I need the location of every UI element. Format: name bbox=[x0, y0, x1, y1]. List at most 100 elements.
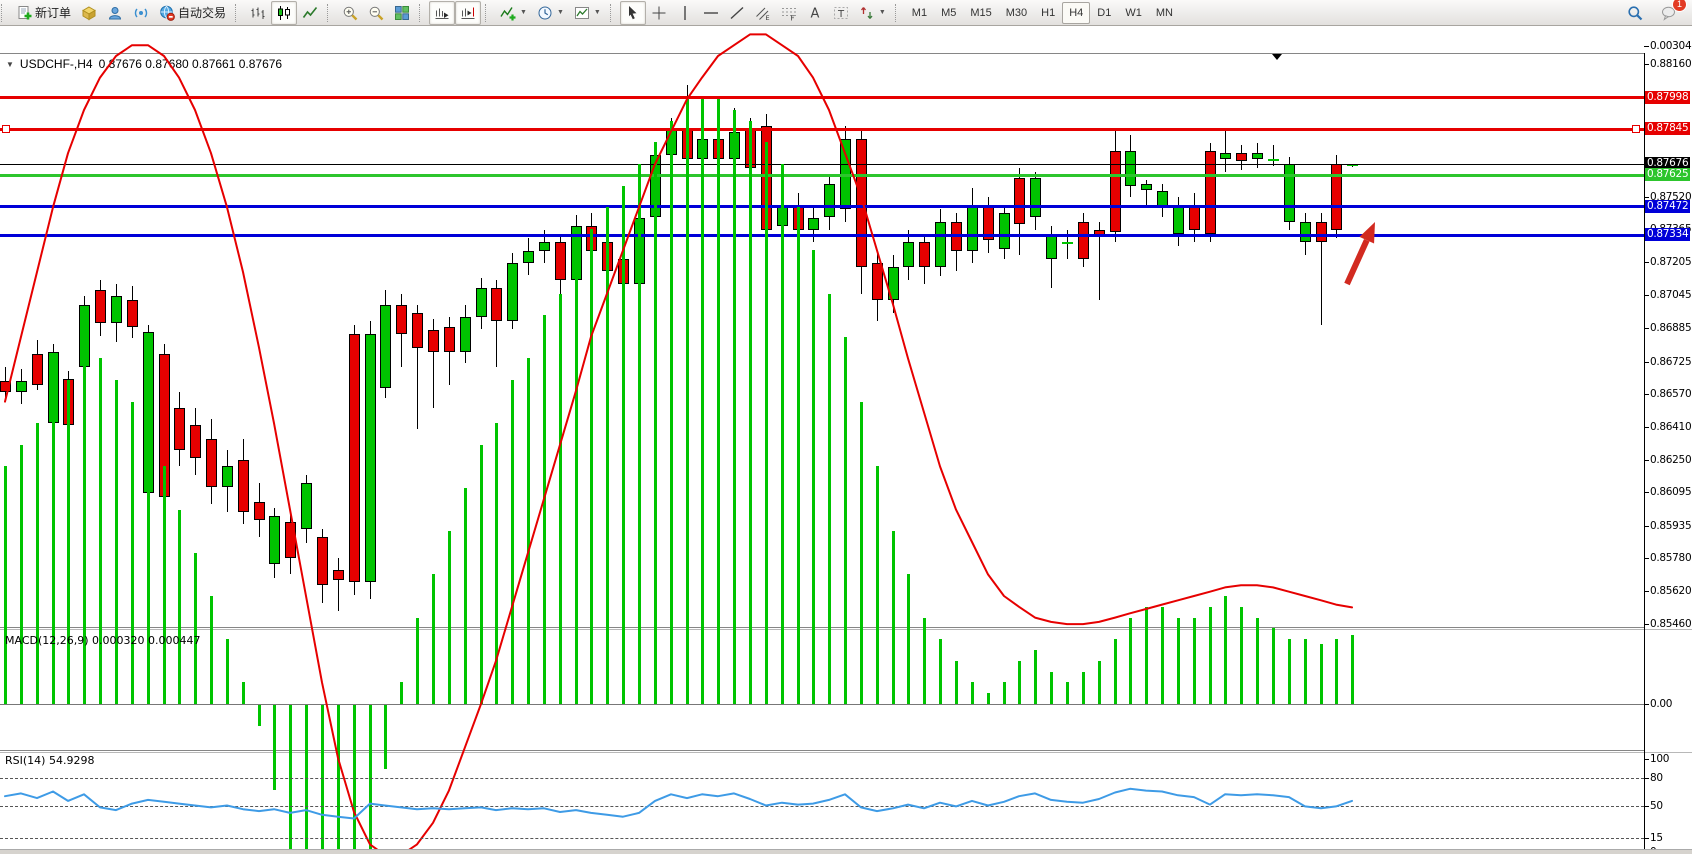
price-label-current-price: 0.87676 bbox=[1645, 157, 1691, 171]
price-axis-tick bbox=[1644, 328, 1649, 330]
rsi-axis-tick bbox=[1644, 805, 1649, 807]
horizontal-line-button[interactable] bbox=[698, 1, 724, 25]
line-chart-mode-button[interactable] bbox=[297, 1, 323, 25]
signals-icon bbox=[133, 5, 149, 21]
text-label-button[interactable]: T bbox=[828, 1, 854, 25]
price-axis-tick bbox=[1644, 196, 1649, 198]
indicators-button[interactable]: ▼ bbox=[495, 1, 532, 25]
timeframe-w1-button[interactable]: W1 bbox=[1125, 6, 1142, 19]
rsi-axis-tick bbox=[1644, 777, 1649, 779]
toolbar-grip bbox=[894, 3, 899, 22]
line-chart-mode-icon bbox=[302, 5, 318, 21]
candlestick-mode-button[interactable] bbox=[271, 0, 298, 25]
toolbar-group: M1 M5 M15 M30 H1 H4 D1 W1 MN bbox=[902, 0, 1183, 26]
equidistant-channel-icon: E bbox=[755, 5, 771, 21]
price-label-resistance-upper: 0.87998 bbox=[1645, 90, 1691, 104]
price-axis-label: 0.86725 bbox=[1650, 355, 1692, 368]
price-label-support-upper: 0.87472 bbox=[1645, 199, 1691, 213]
timeframe-h1-button[interactable]: H1 bbox=[1041, 6, 1056, 19]
chart-object-button[interactable] bbox=[76, 1, 102, 25]
toolbar-group: E F A T ▼ bbox=[617, 0, 894, 26]
trendline-icon bbox=[729, 5, 745, 21]
rsi-axis-label: 100 bbox=[1650, 753, 1670, 765]
indicators-dropdown-icon[interactable]: ▼ bbox=[520, 9, 527, 16]
arrows-tool-dropdown-icon[interactable]: ▼ bbox=[878, 9, 886, 16]
price-axis-label: 0.87205 bbox=[1650, 256, 1692, 269]
fibonacci-icon: F bbox=[781, 5, 797, 21]
cursor-button[interactable] bbox=[619, 0, 646, 25]
notifications-button[interactable]: 1 bbox=[1656, 0, 1687, 25]
fibonacci-button[interactable]: F bbox=[776, 1, 802, 25]
timeframe-m15-button[interactable]: M15 bbox=[970, 6, 992, 19]
timeframe-h4-button[interactable]: H4 bbox=[1062, 1, 1091, 24]
arrow-annotation[interactable] bbox=[0, 26, 1692, 854]
svg-text:F: F bbox=[790, 14, 794, 21]
new-order-button[interactable]: 新订单 bbox=[11, 1, 76, 25]
rsi-axis-label: 50 bbox=[1650, 799, 1663, 812]
zoom-in-icon bbox=[342, 5, 358, 21]
price-axis-tick bbox=[1644, 361, 1649, 363]
zoom-out-button[interactable] bbox=[363, 1, 389, 25]
price-axis-tick bbox=[1644, 525, 1649, 527]
main-toolbar: 新订单 自动交易 ▼ ▼ ▼ E F A T ▼ M1 M5 M15 M30 H1 H4 D1 W1 MN 1 bbox=[0, 0, 1692, 26]
chart-area[interactable]: ▼ USDCHF-,H4 0.87676 0.87680 0.87661 0.8… bbox=[0, 26, 1692, 854]
zoom-in-button[interactable] bbox=[337, 1, 363, 25]
price-axis-label: 0.86570 bbox=[1650, 387, 1692, 400]
equidistant-channel-button[interactable]: E bbox=[750, 1, 776, 25]
line-handle[interactable] bbox=[1632, 125, 1640, 134]
rsi-level-line bbox=[0, 838, 1644, 839]
price-axis-label: 0.85460 bbox=[1650, 618, 1692, 630]
text-button[interactable]: A bbox=[802, 1, 828, 25]
arrows-tool-button[interactable]: ▼ bbox=[854, 1, 891, 25]
vertical-line-button[interactable] bbox=[672, 1, 698, 25]
candlestick-mode-icon bbox=[276, 5, 292, 21]
chart-shift-button[interactable] bbox=[455, 0, 482, 25]
price-axis-label: 0.88160 bbox=[1650, 58, 1692, 70]
price-axis-label: 0.85780 bbox=[1650, 551, 1692, 564]
toolbar-grip bbox=[327, 3, 331, 22]
macd-axis-tick bbox=[1644, 704, 1649, 705]
toolbar-grip bbox=[485, 3, 489, 22]
timeframe-m5-button[interactable]: M5 bbox=[941, 6, 957, 19]
bar-chart-mode-button[interactable] bbox=[245, 1, 271, 25]
trendline-button[interactable] bbox=[724, 1, 750, 25]
toolbar-grip bbox=[1, 3, 5, 22]
templates-icon bbox=[574, 5, 590, 21]
crosshair-button[interactable] bbox=[646, 1, 672, 25]
toolbar-group bbox=[426, 0, 484, 26]
arrows-tool-icon bbox=[859, 5, 875, 21]
periods-button[interactable]: ▼ bbox=[532, 1, 569, 25]
signals-button[interactable] bbox=[128, 1, 154, 25]
search-icon bbox=[1627, 5, 1643, 21]
market-watch-button[interactable] bbox=[102, 1, 128, 25]
auto-scroll-button[interactable] bbox=[429, 0, 456, 25]
toolbar-grip bbox=[235, 3, 239, 22]
price-axis-tick bbox=[1644, 262, 1649, 264]
search-button[interactable] bbox=[1622, 1, 1648, 25]
timeframe-mn-button[interactable]: MN bbox=[1155, 6, 1173, 19]
templates-dropdown-icon[interactable]: ▼ bbox=[593, 9, 601, 16]
new-order-icon bbox=[16, 5, 32, 21]
text-icon: A bbox=[807, 5, 823, 21]
market-watch-icon bbox=[107, 5, 123, 21]
macd-label: MACD(12,26,9) 0.000320 0.000447 bbox=[5, 634, 201, 647]
status-bar bbox=[0, 849, 1692, 854]
timeframe-m1-button[interactable]: M1 bbox=[911, 6, 928, 19]
autotrading-icon bbox=[159, 5, 175, 21]
indicators-icon bbox=[500, 5, 516, 21]
price-axis-tick bbox=[1644, 64, 1649, 65]
templates-button[interactable]: ▼ bbox=[569, 1, 606, 25]
toolbar-group: ▼ ▼ ▼ bbox=[492, 0, 609, 26]
price-axis-tick bbox=[1644, 624, 1649, 625]
price-axis-tick bbox=[1644, 393, 1649, 395]
price-axis-label: 0.86250 bbox=[1650, 454, 1692, 467]
timeframe-d1-button[interactable]: D1 bbox=[1097, 6, 1112, 19]
tile-windows-icon bbox=[394, 5, 410, 21]
cursor-icon bbox=[625, 5, 641, 21]
periods-dropdown-icon[interactable]: ▼ bbox=[556, 9, 564, 16]
timeframe-m30-button[interactable]: M30 bbox=[1005, 6, 1028, 19]
tile-windows-button[interactable] bbox=[389, 1, 415, 25]
svg-text:T: T bbox=[837, 9, 845, 20]
autotrading-button[interactable]: 自动交易 bbox=[154, 1, 231, 25]
